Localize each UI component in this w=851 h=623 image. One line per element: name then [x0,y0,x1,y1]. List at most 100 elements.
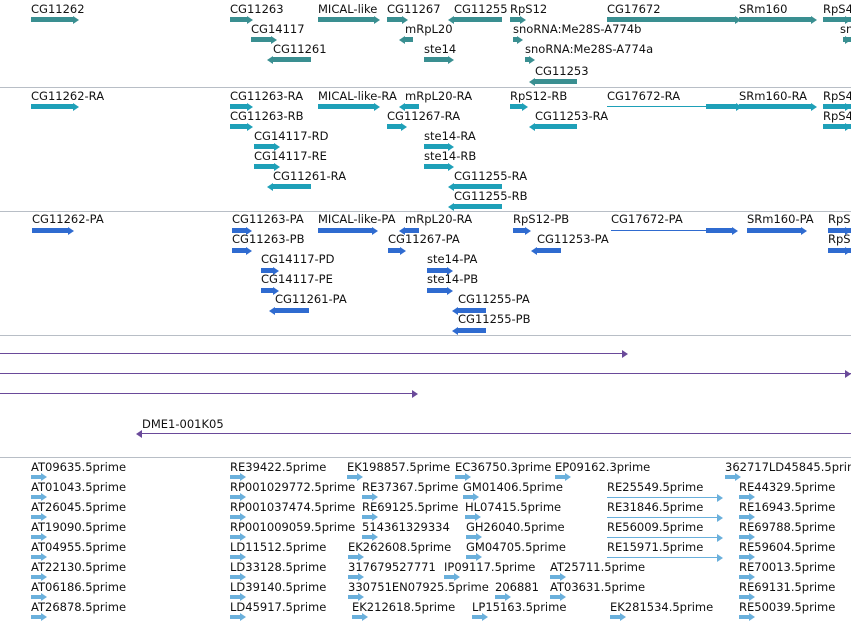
strand-arrow-right-icon [372,493,378,501]
feature-block [427,268,447,273]
feature-block [230,575,240,579]
feature-label: AT06186.5prime [31,580,127,594]
strand-arrow-right-icon [240,613,246,621]
feature-block [362,535,372,539]
feature-block [405,228,419,233]
feature-block [454,184,502,189]
feature-label: CG11261-RA [273,169,347,183]
strand-arrow-right-icon [240,513,246,521]
feature-block [455,475,465,479]
strand-arrow-right-icon [357,473,363,481]
feature-block [318,17,374,22]
feature-label: CG11267-RA [387,109,461,123]
track-separator-transcripts [0,87,851,88]
strand-arrow-right-icon [717,513,723,522]
strand-arrow-right-icon [240,553,246,561]
strand-arrow-right-icon [845,35,851,44]
feature-label: CG14117-PE [261,272,333,286]
feature-block [32,228,68,233]
strand-arrow-right-icon [362,613,368,621]
feature-label: RE59604.5prime [739,540,836,554]
feature-block [230,124,247,129]
strand-arrow-right-icon [372,226,378,235]
strand-arrow-right-icon [505,593,511,601]
feature-block [251,37,271,42]
feature-label: AT04955.5prime [31,540,127,554]
feature-label: CG11255 [454,2,508,16]
feature-label: RE50039.5prime [739,600,836,614]
feature-block [535,79,577,84]
feature-block [31,615,41,619]
feature-label: RpS [828,232,851,246]
feature-block [739,104,811,109]
strand-arrow-right-icon [246,246,252,255]
strand-arrow-right-icon [560,573,566,581]
strand-arrow-right-icon [41,473,47,481]
feature-label: ste14-PB [427,272,479,286]
feature-block [463,495,473,499]
feature-block [513,228,525,233]
feature-label: HL07415.5prime [465,500,562,514]
feature-block [31,535,41,539]
feature-label: IP09117.5prime [444,560,536,574]
feature-label: MICAL-like-RA [318,89,397,103]
strand-arrow-right-icon [448,162,454,171]
feature-label: snoRNA:Me28S-A774b [513,22,642,36]
strand-arrow-right-icon [247,15,253,24]
feature-block [230,595,240,599]
strand-arrow-right-icon [358,553,364,561]
feature-label: CG11261-PA [275,292,347,306]
feature-block [424,164,448,169]
feature-label: 330751EN07925.5prime [348,580,489,594]
feature-block [458,328,486,333]
feature-block [230,495,240,499]
strand-arrow-right-icon [273,286,279,295]
feature-label: RE37367.5prime [362,480,459,494]
strand-arrow-left-icon [136,429,142,438]
feature-intron-line [607,517,717,518]
feature-block [424,144,448,149]
strand-arrow-right-icon [517,35,523,44]
feature-block [466,535,476,539]
feature-label: RP001037474.5prime [230,500,356,514]
strand-arrow-left-icon [399,102,405,111]
feature-block [232,248,246,253]
feature-label: DME1-001K05 [142,417,224,431]
feature-label: CG11263-RA [230,89,304,103]
feature-block [495,595,505,599]
feature-label: CG14117-RD [254,129,329,143]
feature-label: RP001029772.5prime [230,480,356,494]
strand-arrow-right-icon [240,533,246,541]
feature-label: CG17672-RA [607,89,681,103]
feature-label: 362717LD45845.5prime [725,460,851,474]
strand-arrow-right-icon [749,513,755,521]
strand-arrow-left-icon [269,306,275,315]
feature-block [273,57,311,62]
feature-label: RpS4 [823,2,851,16]
feature-label: CG11262-RA [31,89,105,103]
feature-block [352,615,362,619]
strand-arrow-right-icon [454,573,460,581]
strand-arrow-right-icon [520,15,526,24]
feature-label: RpS12 [510,2,548,16]
strand-arrow-right-icon [73,102,79,111]
feature-block [230,615,240,619]
feature-label: CG11255-RB [454,189,528,203]
feature-label: RE25549.5prime [607,480,704,494]
strand-arrow-right-icon [448,55,454,64]
feature-label: CG17672 [607,2,661,16]
track-separator-proteins [0,211,851,212]
strand-arrow-right-icon [400,246,406,255]
feature-intron-line [607,557,717,558]
strand-arrow-right-icon [845,246,851,255]
strand-arrow-right-icon [240,473,246,481]
strand-arrow-right-icon [560,593,566,601]
feature-label: GM01406.5prime [463,480,563,494]
feature-label: RE69131.5prime [739,580,836,594]
feature-label: CG11255-PB [458,312,531,326]
feature-block [261,268,273,273]
feature-label: RE44329.5prime [739,480,836,494]
feature-label: CG11267-PA [388,232,460,246]
feature-block [254,144,274,149]
feature-block [348,595,358,599]
